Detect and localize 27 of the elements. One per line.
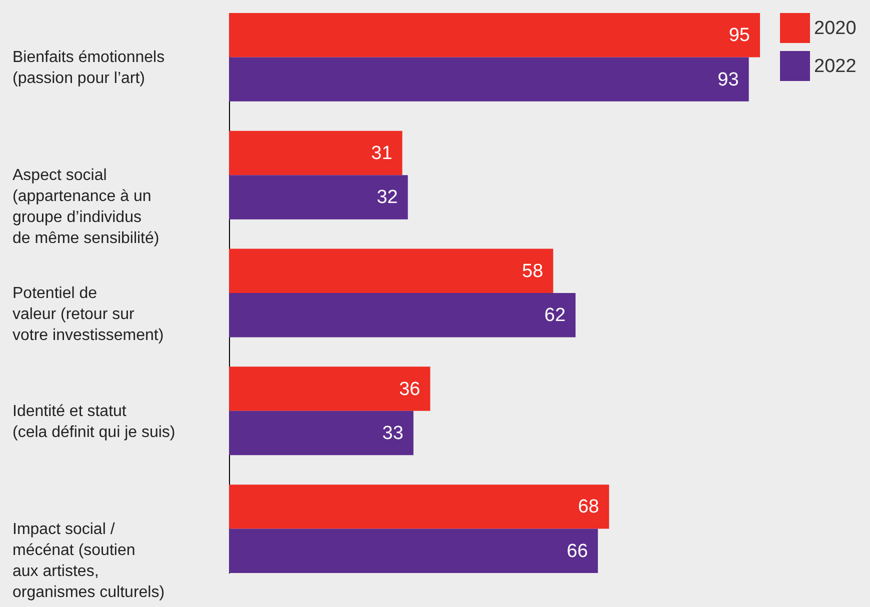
data-label: 95 xyxy=(728,25,750,46)
bar xyxy=(229,528,598,573)
y-tick-label: Potentiel de valeur (retour sur votre investissement) xyxy=(12,285,164,344)
data-label: 33 xyxy=(382,423,404,444)
bar xyxy=(229,366,430,411)
bar xyxy=(229,484,610,529)
bar xyxy=(229,248,554,293)
data-label: 36 xyxy=(399,378,420,400)
data-label: 31 xyxy=(371,143,392,164)
legend-label: 2022 xyxy=(814,56,856,77)
bar xyxy=(229,57,749,102)
legend-label: 2020 xyxy=(814,18,856,39)
y-tick-label: Identité et statut (cela définit qui je suis) xyxy=(12,402,176,441)
data-label: 93 xyxy=(718,69,739,90)
y-tick-label: Impact social / mécénat (soutien aux artistes, organismes culturels) xyxy=(12,520,165,601)
bar xyxy=(229,175,408,220)
data-label: 32 xyxy=(376,187,398,208)
data-label: 62 xyxy=(544,305,566,326)
bar xyxy=(229,410,414,456)
y-tick-label: Bienfaits émotionnels (passion pour l’art) xyxy=(12,49,165,88)
data-label: 58 xyxy=(522,260,544,282)
data-label: 68 xyxy=(578,496,600,518)
data-label: 66 xyxy=(566,540,588,562)
y-tick-label: Aspect social (appartenance à un groupe d’individus de même sensibilité) xyxy=(12,167,160,248)
bar xyxy=(229,130,402,176)
bar xyxy=(229,13,760,58)
bar xyxy=(229,293,576,338)
